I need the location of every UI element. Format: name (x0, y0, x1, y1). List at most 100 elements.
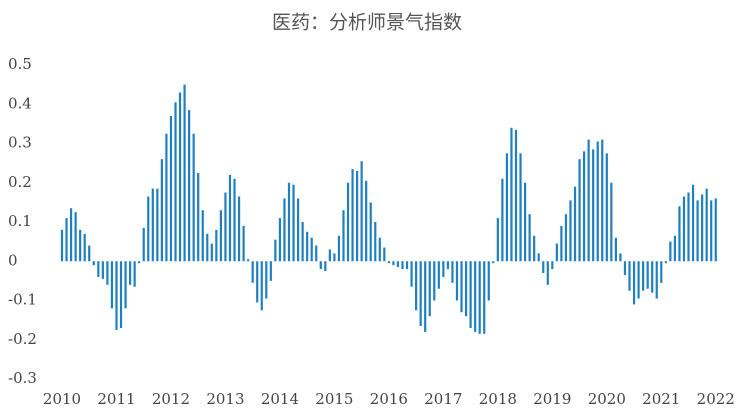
y-tick-label: 0.5 (8, 55, 32, 73)
bar (346, 182, 350, 262)
bar (664, 261, 667, 264)
bar (474, 261, 477, 332)
bar (405, 261, 409, 270)
bar (605, 153, 608, 262)
bar (401, 261, 404, 270)
bar (206, 233, 209, 262)
bar (569, 200, 572, 262)
bar (682, 196, 686, 262)
bar (691, 184, 695, 262)
x-tick-label: 2014 (261, 390, 299, 408)
x-tick-label: 2018 (479, 390, 517, 408)
bar (469, 261, 472, 328)
bar (360, 161, 363, 262)
bar (592, 149, 595, 262)
x-tick-label: 2011 (97, 390, 135, 408)
bar (583, 151, 586, 262)
bar (374, 222, 377, 262)
bar (310, 237, 313, 262)
x-tick-label: 2020 (588, 390, 626, 408)
bar (410, 261, 413, 287)
bar (514, 129, 518, 262)
bar (201, 210, 204, 262)
bar (256, 261, 259, 303)
bar (487, 261, 490, 301)
x-tick-label: 2017 (424, 390, 462, 408)
bar (573, 186, 577, 262)
bar (632, 261, 636, 305)
y-tick-label: 0.4 (8, 94, 32, 112)
bar (115, 261, 118, 330)
bar (156, 188, 159, 262)
bar (142, 227, 145, 262)
bar (356, 170, 359, 262)
bar (596, 141, 599, 262)
bar (651, 261, 654, 293)
bar (324, 261, 327, 272)
bar (555, 243, 558, 262)
x-tick-label: 2013 (206, 390, 244, 408)
bar (637, 261, 640, 299)
bar (147, 196, 150, 262)
bar (160, 159, 163, 262)
bar (424, 261, 427, 332)
bar (192, 133, 195, 262)
bar (242, 225, 245, 262)
bar (265, 261, 268, 299)
x-tick-label: 2010 (43, 390, 81, 408)
bar (510, 127, 513, 262)
bar (251, 261, 254, 283)
bar (673, 235, 676, 262)
bar (578, 159, 581, 262)
bar (483, 261, 486, 334)
x-tick-label: 2012 (152, 390, 190, 408)
bar (396, 261, 400, 268)
y-tick-label: 0.3 (8, 134, 32, 152)
bar (269, 261, 272, 281)
x-tick-label: 2021 (642, 390, 680, 408)
bar (60, 229, 64, 262)
bar (464, 261, 468, 317)
bar (419, 261, 422, 327)
bar (496, 218, 499, 262)
bar (660, 261, 663, 283)
bar (437, 261, 440, 289)
bar (83, 233, 86, 262)
x-tick-label: 2022 (697, 390, 735, 408)
y-tick-label: -0.3 (8, 369, 37, 387)
bar (492, 261, 495, 264)
bar (537, 253, 540, 262)
bar (705, 188, 708, 262)
bar (542, 261, 545, 274)
bar (523, 182, 527, 262)
bar (306, 231, 309, 262)
bar (451, 261, 454, 283)
y-tick-label: 0.1 (8, 212, 32, 230)
bar (296, 198, 300, 262)
bar (210, 243, 213, 262)
bar (110, 261, 114, 309)
y-tick-label: -0.2 (8, 330, 37, 348)
bar (701, 194, 704, 262)
bar (228, 174, 232, 262)
bar (333, 253, 336, 262)
bar (428, 261, 431, 317)
chart-title: 医药：分析师景气指数 (272, 12, 462, 34)
bar (714, 198, 717, 262)
bar (337, 235, 341, 262)
y-tick-label: -0.1 (8, 291, 37, 309)
bar (92, 261, 95, 266)
bar (165, 133, 168, 262)
bar (696, 200, 699, 262)
bar (88, 245, 91, 262)
bar (169, 116, 173, 262)
bar (106, 261, 109, 285)
bar (614, 237, 617, 262)
bar (687, 192, 690, 262)
bar (188, 110, 191, 262)
bar (119, 261, 123, 328)
x-tick-label: 2019 (533, 390, 571, 408)
y-tick-label: 0 (8, 251, 18, 269)
bar (97, 261, 100, 277)
bar (219, 210, 222, 262)
